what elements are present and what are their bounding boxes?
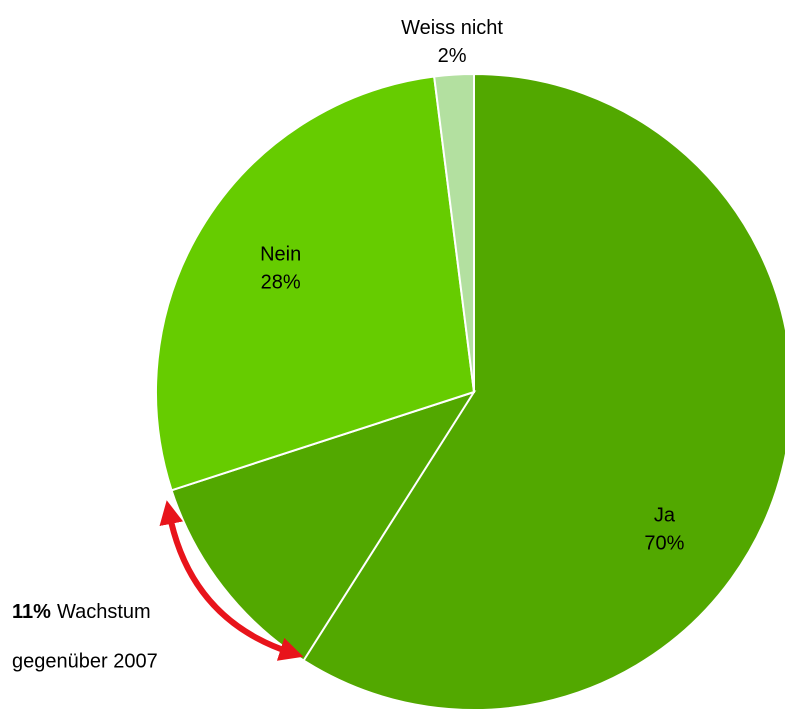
annotation-text: Wachstum	[57, 601, 151, 623]
slice-label: Weiss nicht	[401, 17, 503, 39]
pie-slice	[155, 75, 476, 492]
pie	[155, 72, 785, 711]
growth-arrow	[159, 500, 304, 661]
annotation-text2: gegenüber 2007	[12, 650, 158, 672]
slice-label: Nein	[260, 244, 301, 266]
slice-value-label: 28%	[261, 272, 301, 294]
slice-value-label: 2%	[438, 45, 467, 67]
slice-label: Ja	[654, 505, 676, 527]
annotation: 11% Wachstum	[12, 601, 151, 623]
slice-value-label: 70%	[644, 533, 684, 555]
annotation-value: 11%	[12, 601, 51, 623]
pie-slice	[433, 72, 475, 393]
